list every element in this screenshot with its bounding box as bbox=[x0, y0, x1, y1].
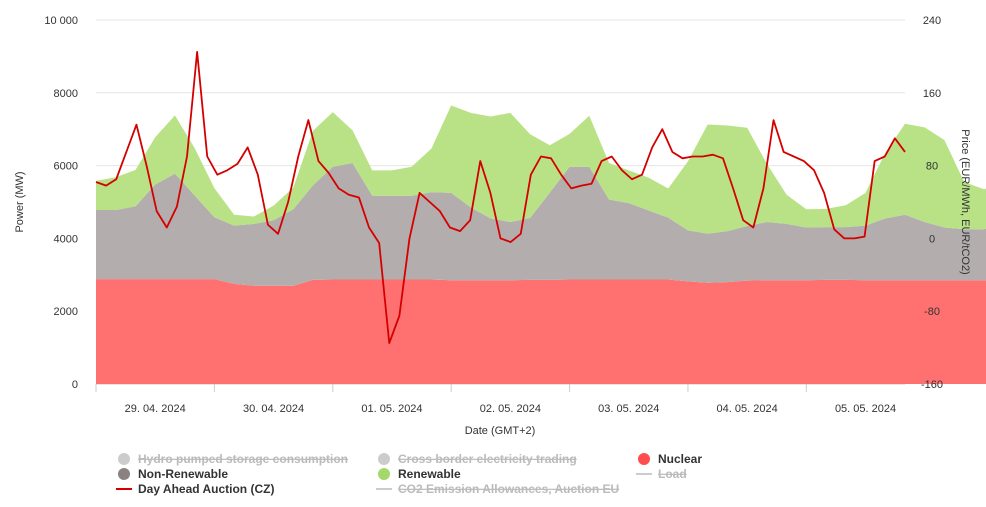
left-tick-label: 10 000 bbox=[44, 15, 78, 27]
x-tick-label: 30. 04. 2024 bbox=[243, 403, 304, 415]
legend-label: Hydro pumped storage consumption bbox=[138, 452, 348, 466]
legend-marker bbox=[118, 453, 130, 465]
right-tick-label: 0 bbox=[929, 233, 935, 245]
legend: Hydro pumped storage consumption Cross bo… bbox=[116, 452, 702, 496]
x-tick-label: 05. 05. 2024 bbox=[835, 403, 896, 415]
x-tick-label: 04. 05. 2024 bbox=[717, 403, 778, 415]
legend-marker bbox=[378, 453, 390, 465]
legend-label: Non-Renewable bbox=[138, 467, 228, 481]
y-axis-title-right: Price (EUR/MWh, EUR/tCO2) bbox=[959, 129, 971, 274]
y-axis-title-left: Power (MW) bbox=[14, 171, 26, 232]
legend-item[interactable]: Renewable bbox=[378, 467, 461, 481]
legend-marker bbox=[638, 453, 650, 465]
x-tick-label: 29. 04. 2024 bbox=[125, 403, 186, 415]
legend-label: Nuclear bbox=[658, 452, 702, 466]
legend-item[interactable]: Load bbox=[636, 467, 687, 481]
x-tick-label: 02. 05. 2024 bbox=[480, 403, 541, 415]
right-tick-label: -80 bbox=[924, 306, 940, 318]
right-tick-label: 160 bbox=[923, 88, 941, 100]
x-axis-ticks: 29. 04. 2024 30. 04. 2024 01. 05. 2024 02. … bbox=[95, 384, 896, 415]
legend-label: Day Ahead Auction (CZ) bbox=[138, 482, 274, 496]
legend-item[interactable]: Hydro pumped storage consumption bbox=[118, 452, 348, 466]
legend-marker bbox=[378, 468, 390, 480]
x-axis-title: Date (GMT+2) bbox=[465, 425, 536, 437]
x-tick-label: 01. 05. 2024 bbox=[361, 403, 422, 415]
left-axis-ticks: 0 2000 4000 6000 8000 10 000 bbox=[44, 15, 78, 391]
area-non-renewable bbox=[96, 163, 986, 286]
left-tick-label: 0 bbox=[72, 379, 78, 391]
right-tick-label: 240 bbox=[923, 15, 941, 27]
left-tick-label: 2000 bbox=[54, 306, 78, 318]
legend-item[interactable]: Non-Renewable bbox=[118, 467, 228, 481]
area-nuclear bbox=[96, 279, 986, 384]
legend-item[interactable]: Nuclear bbox=[638, 452, 702, 466]
stacked-areas bbox=[96, 105, 986, 384]
left-tick-label: 4000 bbox=[54, 233, 78, 245]
x-tick-label: 03. 05. 2024 bbox=[598, 403, 659, 415]
legend-item[interactable]: CO2 Emission Allowances, Auction EU bbox=[376, 482, 619, 496]
left-tick-label: 8000 bbox=[54, 88, 78, 100]
legend-label: CO2 Emission Allowances, Auction EU bbox=[398, 482, 619, 496]
price-line bbox=[95, 50, 906, 344]
right-axis-ticks: -160 -80 0 80 160 240 bbox=[921, 15, 943, 391]
left-tick-label: 6000 bbox=[54, 161, 78, 173]
right-tick-label: 80 bbox=[926, 161, 938, 173]
right-tick-label: -160 bbox=[921, 379, 943, 391]
legend-label: Renewable bbox=[398, 467, 461, 481]
legend-item[interactable]: Cross border electricity trading bbox=[378, 452, 577, 466]
price-series-line bbox=[95, 50, 906, 344]
area-renewable bbox=[96, 105, 986, 234]
legend-label: Cross border electricity trading bbox=[398, 452, 577, 466]
legend-marker bbox=[118, 468, 130, 480]
legend-item[interactable]: Day Ahead Auction (CZ) bbox=[116, 482, 274, 496]
legend-label: Load bbox=[658, 467, 687, 481]
